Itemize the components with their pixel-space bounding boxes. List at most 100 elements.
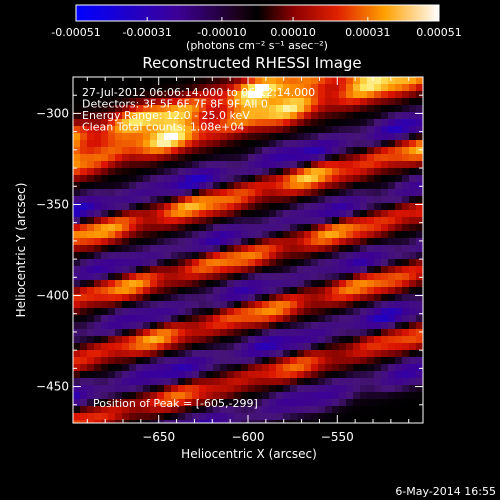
heatmap-cell — [346, 105, 354, 113]
heatmap-cell — [143, 287, 151, 295]
heatmap-cell — [395, 231, 403, 239]
heatmap-cell — [402, 252, 410, 260]
heatmap-cell — [129, 378, 137, 386]
heatmap-cell — [353, 259, 361, 267]
heatmap-cell — [290, 182, 298, 190]
heatmap-cell — [220, 322, 228, 330]
heatmap-cell — [290, 266, 298, 274]
heatmap-cell — [150, 112, 158, 120]
heatmap-cell — [150, 378, 158, 386]
heatmap-cell — [416, 329, 423, 337]
heatmap-cell — [164, 238, 172, 246]
heatmap-cell — [416, 350, 423, 358]
heatmap-cell — [255, 224, 263, 232]
heatmap-cell — [122, 350, 130, 358]
heatmap-cell — [269, 343, 277, 351]
heatmap-cell — [325, 315, 333, 323]
heatmap-cell — [332, 273, 340, 281]
heatmap-cell — [318, 301, 326, 309]
heatmap-cell — [234, 203, 242, 211]
heatmap-cell — [94, 161, 102, 169]
heatmap-cell — [122, 98, 130, 106]
heatmap-cell — [248, 252, 256, 260]
heatmap-cell — [311, 77, 319, 85]
heatmap-cell — [318, 273, 326, 281]
heatmap-cell — [311, 189, 319, 197]
heatmap-cell — [409, 413, 417, 421]
heatmap-cell — [108, 280, 116, 288]
heatmap-cell — [220, 210, 228, 218]
heatmap-cell — [381, 84, 389, 92]
heatmap-cell — [129, 371, 137, 379]
heatmap-cell — [80, 294, 88, 302]
heatmap-cell — [346, 315, 354, 323]
y-tick-label: −400 — [36, 289, 69, 303]
heatmap-cell — [332, 91, 340, 99]
heatmap-cell — [150, 315, 158, 323]
heatmap-cell — [94, 140, 102, 148]
heatmap-cell — [108, 126, 116, 134]
heatmap-cell — [136, 98, 144, 106]
heatmap-cell — [73, 77, 81, 85]
heatmap-cell — [199, 315, 207, 323]
heatmap-cell — [157, 133, 165, 141]
heatmap-cell — [318, 336, 326, 344]
heatmap-cell — [360, 245, 368, 253]
heatmap-cell — [164, 168, 172, 176]
heatmap-cell — [318, 420, 326, 423]
heatmap-cell — [136, 322, 144, 330]
heatmap-cell — [367, 308, 375, 316]
heatmap-cell — [150, 280, 158, 288]
heatmap-cell — [304, 406, 312, 414]
heatmap-cell — [269, 140, 277, 148]
heatmap-cell — [164, 357, 172, 365]
heatmap-cell — [157, 112, 165, 120]
heatmap-cell — [101, 154, 109, 162]
heatmap-cell — [80, 112, 88, 120]
heatmap-cell — [192, 126, 200, 134]
heatmap-cell — [220, 301, 228, 309]
heatmap-cell — [206, 231, 214, 239]
heatmap-cell — [290, 280, 298, 288]
heatmap-cell — [318, 406, 326, 414]
heatmap-cell — [248, 168, 256, 176]
heatmap-cell — [220, 329, 228, 337]
heatmap-cell — [297, 238, 305, 246]
heatmap-cell — [374, 196, 382, 204]
heatmap-cell — [87, 119, 95, 127]
heatmap-cell — [241, 189, 249, 197]
heatmap-cell — [108, 406, 116, 414]
heatmap-cell — [318, 161, 326, 169]
heatmap-cell — [164, 175, 172, 183]
heatmap-cell — [290, 161, 298, 169]
heatmap-cell — [325, 161, 333, 169]
heatmap-cell — [206, 364, 214, 372]
heatmap-cell — [332, 343, 340, 351]
heatmap-cell — [178, 364, 186, 372]
heatmap-cell — [325, 112, 333, 120]
heatmap-cell — [353, 231, 361, 239]
heatmap-cell — [276, 217, 284, 225]
heatmap-cell — [325, 224, 333, 232]
heatmap-cell — [374, 182, 382, 190]
heatmap-cell — [255, 140, 263, 148]
heatmap-cell — [332, 189, 340, 197]
heatmap-cell — [108, 119, 116, 127]
heatmap-cell — [143, 119, 151, 127]
heatmap-cell — [290, 350, 298, 358]
heatmap-cell — [311, 413, 319, 421]
heatmap-cell — [402, 259, 410, 267]
heatmap-cell — [171, 343, 179, 351]
heatmap-cell — [150, 287, 158, 295]
heatmap-cell — [136, 308, 144, 316]
heatmap-cell — [122, 175, 130, 183]
heatmap-cell — [206, 357, 214, 365]
heatmap-cell — [87, 399, 95, 407]
heatmap-cell — [304, 322, 312, 330]
heatmap-cell — [87, 322, 95, 330]
heatmap-cell — [339, 294, 347, 302]
heatmap-cell — [304, 84, 312, 92]
heatmap-cell — [248, 105, 256, 113]
heatmap-cell — [388, 364, 396, 372]
heatmap-cell — [262, 161, 270, 169]
